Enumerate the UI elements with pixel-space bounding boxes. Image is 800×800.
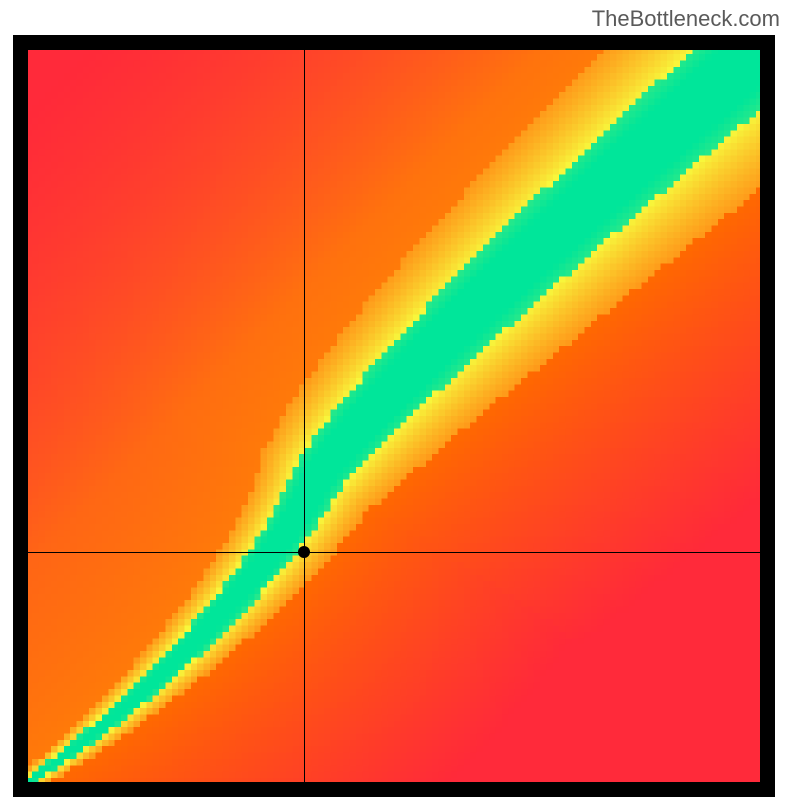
heatmap-canvas	[13, 35, 775, 797]
crosshair-horizontal	[13, 552, 775, 553]
crosshair-vertical	[304, 35, 305, 797]
heatmap-plot	[13, 35, 775, 797]
crosshair-marker	[298, 546, 310, 558]
heatmap-canvas-wrap	[13, 35, 775, 797]
watermark-text: TheBottleneck.com	[592, 6, 780, 32]
